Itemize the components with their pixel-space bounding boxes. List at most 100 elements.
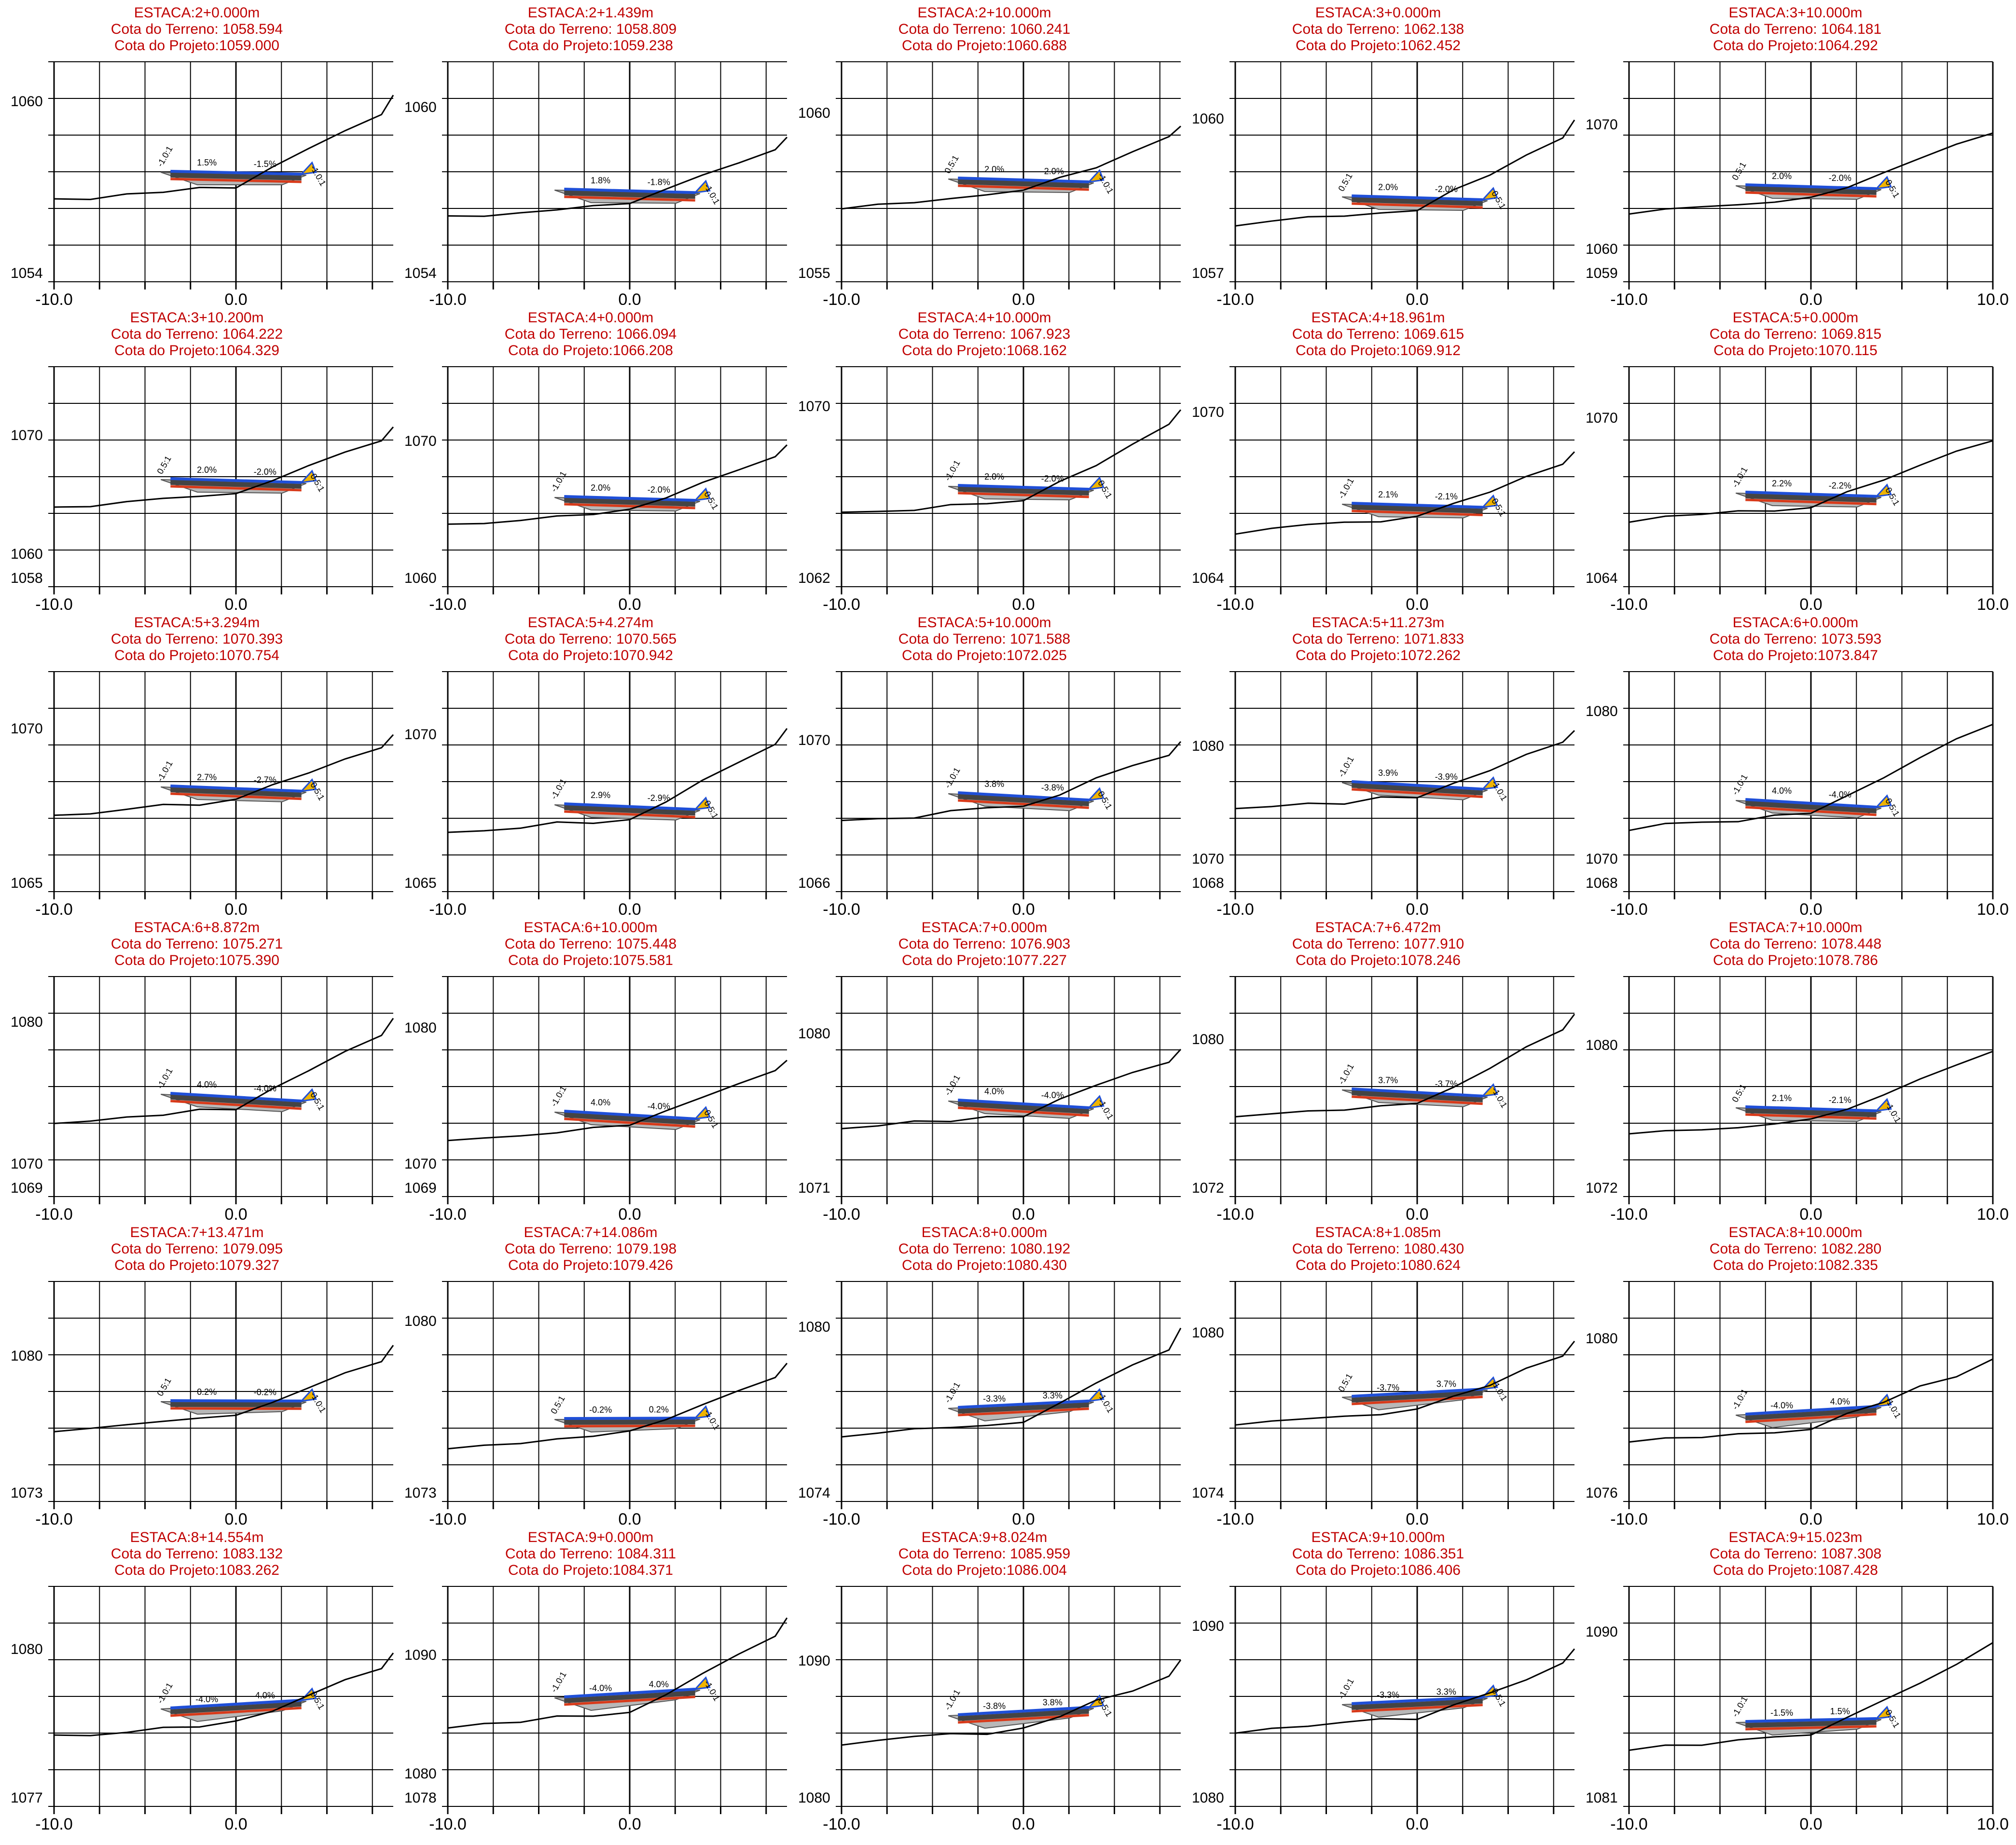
talude-right-label: -1.0:1	[1490, 1086, 1509, 1110]
base-layer	[564, 498, 695, 507]
base-layer	[1352, 197, 1483, 206]
subgrade-line	[1745, 1413, 1877, 1423]
y-label-mid: 1080	[404, 1766, 437, 1782]
grid	[1229, 671, 1574, 892]
cross-slope-left: -0.2%	[589, 1405, 612, 1415]
talude-left-label: -1.0:1	[1336, 1062, 1355, 1086]
cross-slope-left: 4.0%	[197, 1080, 217, 1089]
y-label-bottom: 1069	[11, 1180, 43, 1196]
x-tick-label: -10.0	[1216, 290, 1254, 305]
section-plot: -10.00.010.01080107010683.9%-3.9%-1.0:1-…	[1192, 671, 1575, 915]
y-label-top: 1070	[798, 732, 830, 748]
cross-slope-right: 3.3%	[1043, 1391, 1063, 1400]
cross-slope-right: -0.2%	[254, 1387, 276, 1397]
grid	[442, 366, 787, 587]
y-label-top: 1080	[1192, 1032, 1224, 1047]
section-title: ESTACA:7+10.000m Cota do Terreno: 1078.44…	[1575, 920, 2016, 969]
section-title: ESTACA:8+0.000m Cota do Terreno: 1080.192…	[787, 1225, 1181, 1274]
subgrade-line	[958, 1714, 1089, 1724]
cross-slope-right: 0.2%	[649, 1405, 669, 1415]
talude-right-label: 0.5:1	[1883, 1708, 1901, 1730]
cross-section-panel: ESTACA:7+10.000m Cota do Terreno: 1078.44…	[1575, 915, 2016, 1220]
talude-right-label: 0.5:1	[308, 472, 326, 494]
title-projeto: Cota do Projeto:1059.000	[114, 38, 279, 54]
grid	[1229, 976, 1574, 1197]
talude-left-label: -1.0:1	[942, 1380, 962, 1404]
subgrade-line	[564, 1117, 695, 1128]
cross-section-panel: ESTACA:8+10.000m Cota do Terreno: 1082.28…	[1575, 1220, 2016, 1525]
cross-slope-right: -4.0%	[648, 1101, 670, 1111]
x-tick-label: 0.0	[1406, 900, 1428, 915]
x-tick-label: 0.0	[1012, 290, 1035, 305]
y-label-top: 1070	[11, 721, 43, 737]
cross-slope-right: -4.0%	[1829, 790, 1851, 799]
base-layer	[958, 1101, 1089, 1114]
grid	[836, 1586, 1181, 1807]
title-projeto: Cota do Projeto:1075.390	[114, 952, 279, 968]
x-tick-label: -10.0	[823, 1510, 860, 1525]
section-title: ESTACA:2+10.000m Cota do Terreno: 1060.24…	[787, 5, 1181, 54]
y-label-top: 1060	[11, 94, 43, 110]
cross-slope-right: 1.5%	[1830, 1707, 1850, 1716]
y-label-top: 1080	[11, 1014, 43, 1030]
base-layer	[1745, 1408, 1877, 1420]
terrain-line	[841, 409, 1181, 513]
section-title: ESTACA:5+3.294m Cota do Terreno: 1070.393…	[0, 615, 394, 664]
talude-left-label: 0.5:1	[155, 1376, 173, 1398]
x-tick-label: -10.0	[429, 1510, 467, 1525]
base-layer	[170, 1402, 302, 1407]
y-label-top: 1080	[1586, 1037, 1618, 1053]
x-tick-label: 0.0	[618, 1510, 641, 1525]
talude-left-label: -1.0:1	[942, 766, 962, 790]
title-terreno: Cota do Terreno: 1067.923	[898, 326, 1071, 342]
talude-right-label: -1.0:1	[1883, 1396, 1903, 1420]
talude-left-label: -1.0:1	[942, 1688, 962, 1712]
x-tick-label: -10.0	[1216, 595, 1254, 610]
y-label-bottom: 1073	[11, 1485, 43, 1501]
y-label-top: 1080	[798, 1319, 830, 1335]
grid	[48, 366, 393, 587]
grid	[836, 976, 1181, 1197]
grid	[1229, 366, 1574, 587]
y-label-top: 1070	[404, 433, 437, 449]
section-title: ESTACA:8+10.000m Cota do Terreno: 1082.28…	[1575, 1225, 2016, 1274]
title-projeto: Cota do Projeto:1073.847	[1713, 647, 1878, 663]
title-estaca: ESTACA:2+10.000m	[917, 5, 1051, 21]
cross-slope-left: 2.0%	[197, 465, 217, 475]
section-title: ESTACA:4+0.000m Cota do Terreno: 1066.094…	[394, 310, 787, 359]
title-estaca: ESTACA:2+0.000m	[134, 5, 260, 21]
subgrade-line	[1745, 1113, 1877, 1120]
terrain-line	[54, 1345, 394, 1432]
terrain-line	[1235, 451, 1575, 535]
section-plot: -10.00.010.01080107010694.0%-4.0%-1.0:10…	[11, 976, 394, 1220]
base-layer	[1745, 1108, 1877, 1117]
y-label-mid: 1070	[1192, 851, 1224, 867]
section-title: ESTACA:9+15.023m Cota do Terreno: 1087.30…	[1575, 1529, 2016, 1579]
cross-section-panel: ESTACA:7+0.000m Cota do Terreno: 1076.903…	[787, 915, 1181, 1220]
cross-section-panel: ESTACA:3+10.200m Cota do Terreno: 1064.22…	[0, 305, 394, 610]
x-tick-label: 10.0	[1977, 1510, 2009, 1525]
cross-section-panel: ESTACA:3+10.000m Cota do Terreno: 1064.18…	[1575, 0, 2016, 305]
subgrade-line	[1745, 806, 1877, 816]
talude-right-label: 0.5:1	[1096, 1697, 1114, 1719]
cross-slope-left: 2.2%	[1772, 479, 1792, 488]
cross-section-panel: ESTACA:4+18.961m Cota do Terreno: 1069.61…	[1181, 305, 1575, 610]
slope-triangle	[693, 1405, 711, 1419]
talude-left-label: 0.5:1	[1336, 171, 1354, 193]
title-projeto: Cota do Projeto:1077.227	[902, 952, 1067, 968]
title-terreno: Cota do Terreno: 1078.448	[1709, 936, 1882, 952]
subgrade-line	[170, 1100, 302, 1110]
talude-right-label: -1.0:1	[1883, 1100, 1903, 1124]
cross-slope-right: -1.5%	[254, 159, 276, 169]
x-tick-label: 10.0	[1977, 290, 2009, 305]
title-estaca: ESTACA:9+0.000m	[527, 1529, 654, 1545]
title-estaca: ESTACA:8+1.085m	[1315, 1225, 1441, 1240]
slope-triangle	[1087, 1095, 1105, 1109]
title-terreno: Cota do Terreno: 1083.132	[110, 1546, 283, 1562]
cross-slope-left: 2.7%	[197, 772, 217, 782]
cross-slope-left: 1.5%	[197, 158, 217, 167]
terrain-line	[54, 426, 394, 508]
x-tick-label: 0.0	[1799, 595, 1822, 610]
pavement-surface	[958, 177, 1089, 183]
